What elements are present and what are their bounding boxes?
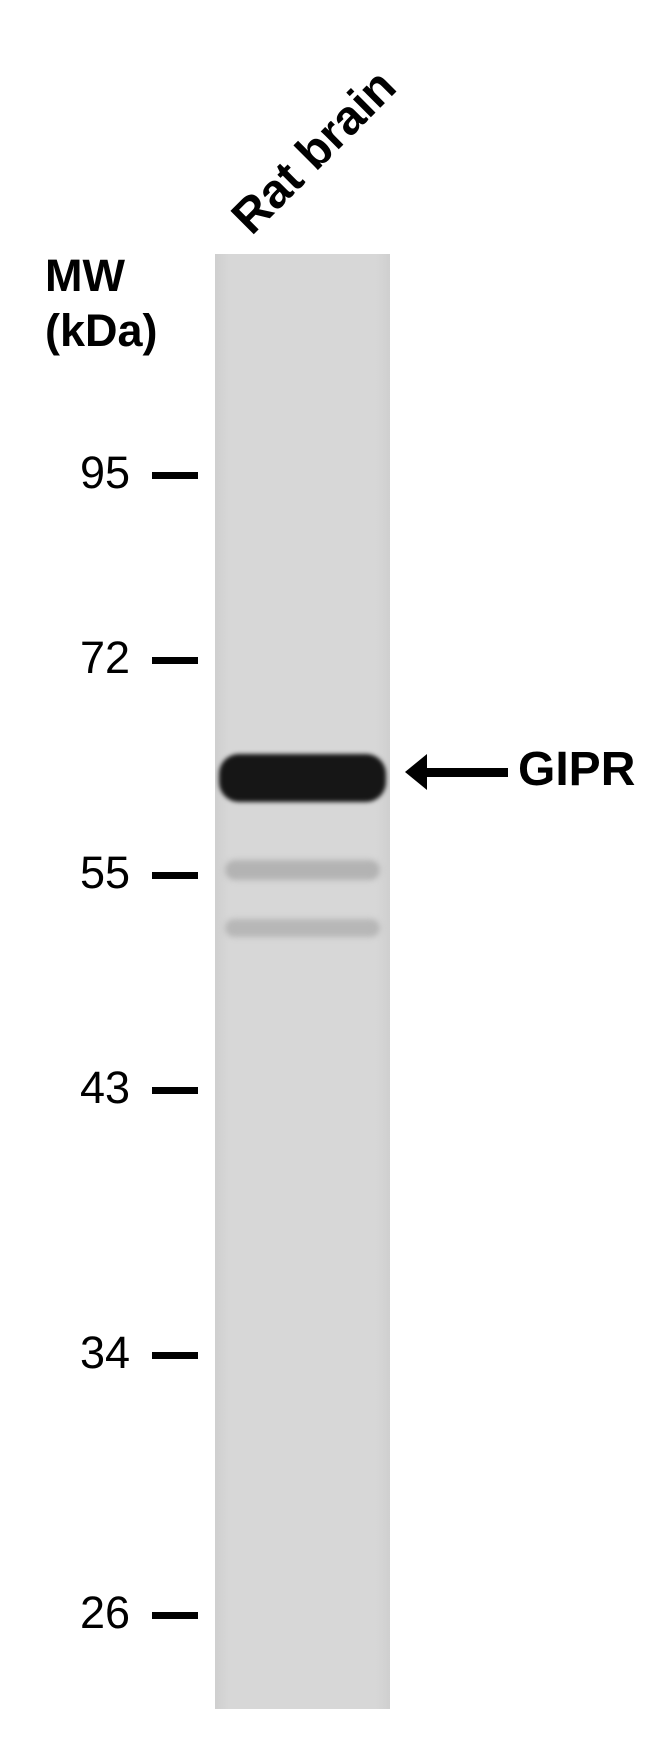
mw-tick-mark (152, 1087, 198, 1094)
mw-tick-label: 43 (80, 1062, 130, 1114)
mw-tick-label: 26 (80, 1587, 130, 1639)
blot-lane (215, 254, 390, 1709)
mw-tick-mark (152, 1352, 198, 1359)
mw-tick-label: 55 (80, 847, 130, 899)
mw-tick-mark (152, 657, 198, 664)
mw-tick-label: 95 (80, 447, 130, 499)
target-arrow-shaft (427, 768, 508, 777)
mw-tick-mark (152, 872, 198, 879)
blot-band (225, 919, 380, 937)
mw-tick-label: 72 (80, 632, 130, 684)
blot-band (225, 860, 380, 880)
mw-tick-label: 34 (80, 1327, 130, 1379)
lane-label: Rat brain (221, 59, 407, 245)
mw-tick-mark (152, 472, 198, 479)
mw-tick-mark (152, 1612, 198, 1619)
blot-band (219, 754, 386, 802)
target-label: GIPR (518, 742, 635, 797)
target-arrow-head (405, 754, 427, 790)
